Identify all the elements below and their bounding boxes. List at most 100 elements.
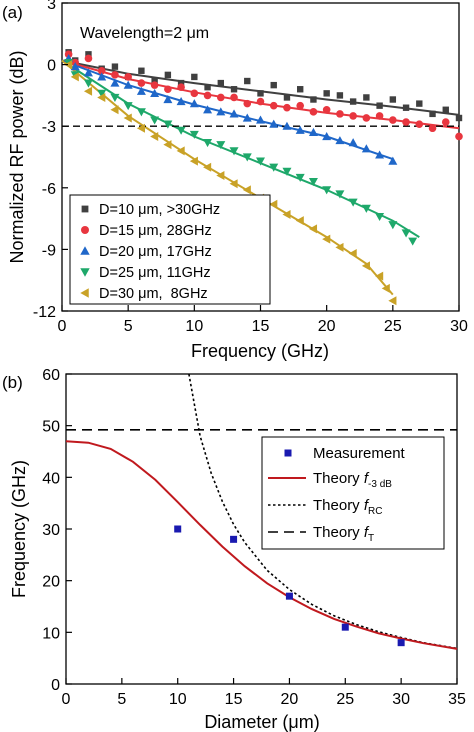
data-point-series-1 <box>375 112 384 120</box>
x-tick-label: 25 <box>384 318 402 335</box>
legend-entry-d25: D=25 μm, 11GHz <box>99 265 211 281</box>
data-point-series-3 <box>282 167 292 176</box>
legend-theory-frc-main: Theory <box>313 497 364 514</box>
data-point-series-4 <box>361 261 370 271</box>
data-point-series-1 <box>389 116 397 124</box>
data-point-series-1 <box>322 105 331 114</box>
data-point-series-4 <box>375 271 384 281</box>
data-point-series-4 <box>203 162 212 172</box>
data-point-series-1 <box>111 71 119 79</box>
legend-entry-d20: D=20 μm, 17GHz <box>99 244 212 260</box>
x-tick-label: 35 <box>448 691 466 708</box>
data-point-series-2 <box>136 86 146 95</box>
legend-entry-d30: D=30 μm, 8GHz <box>99 286 208 302</box>
panel-a-legend-box <box>69 194 271 305</box>
data-point-series-0 <box>151 77 158 85</box>
data-point-series-1 <box>97 66 106 75</box>
x-tick-label: 0 <box>62 691 71 708</box>
fit-line-series-0 <box>61 59 460 116</box>
panel-a-x-ticks: 0 5 10 15 20 25 30 <box>58 305 468 335</box>
data-point-series-0 <box>363 94 370 101</box>
data-point-series-4 <box>97 92 106 102</box>
data-point-series-2 <box>83 68 93 77</box>
data-point-series-4 <box>83 86 93 96</box>
data-point-series-3 <box>242 153 252 162</box>
data-point-series-3 <box>136 108 146 117</box>
theory-f3db-curve <box>65 440 458 650</box>
data-point-series-0 <box>376 102 383 109</box>
panel-b-legend-box <box>261 436 445 550</box>
data-point-series-3 <box>123 102 133 111</box>
data-point-series-3 <box>97 89 107 98</box>
data-point-series-1 <box>269 101 278 110</box>
data-point-series-4 <box>381 283 390 293</box>
legend-entry-theory-ft: Theory fT <box>313 524 374 544</box>
legend-marker-series-4 <box>80 288 89 298</box>
data-point-series-3 <box>83 79 93 88</box>
data-point-series-4 <box>216 170 225 180</box>
panel-b-y-ticks: 0 10 20 30 40 50 60 <box>42 367 72 694</box>
panel-b-measurement-points <box>174 525 405 647</box>
data-point-series-4 <box>64 60 73 70</box>
data-point-series-0 <box>217 79 224 87</box>
data-point-series-1 <box>150 81 159 89</box>
y-tick-label: 0 <box>51 677 60 694</box>
panel-a-data-points <box>64 49 463 306</box>
data-point-series-1 <box>124 73 132 81</box>
panel-a-x-axis-label: Frequency (GHz) <box>191 341 329 361</box>
data-point-series-1 <box>309 108 318 116</box>
legend-theory-ft-main: Theory <box>313 524 364 541</box>
y-tick-label: -3 <box>42 119 56 136</box>
data-point-series-0 <box>336 92 344 99</box>
data-point-series-1 <box>296 101 305 110</box>
legend-marker-measurement <box>284 449 292 457</box>
data-point-series-4 <box>348 249 357 259</box>
data-point-series-0 <box>455 114 463 122</box>
panel-b-legend-markers <box>268 449 306 533</box>
data-point-series-2 <box>242 113 252 122</box>
x-tick-label: 10 <box>169 691 187 708</box>
x-tick-label: 0 <box>58 318 67 335</box>
data-point-series-0 <box>283 94 291 101</box>
panel-a-y-axis-label: Normalized RF power (dB) <box>7 50 27 263</box>
x-tick-label: 5 <box>117 691 126 708</box>
data-point-series-1 <box>203 91 212 100</box>
data-point-series-2 <box>256 115 265 124</box>
data-point-series-4 <box>123 113 132 123</box>
data-point-series-4 <box>163 140 172 150</box>
data-point-series-1 <box>362 114 371 122</box>
data-point-series-1 <box>455 132 463 141</box>
data-point-series-3 <box>203 139 213 148</box>
data-point-series-3 <box>361 204 371 213</box>
data-point-series-2 <box>150 88 160 97</box>
data-point-series-2 <box>163 95 173 104</box>
data-point-series-2 <box>335 136 345 145</box>
data-point-series-0 <box>323 90 330 97</box>
data-point-series-3 <box>216 141 226 150</box>
data-point-series-2 <box>203 105 213 114</box>
data-point-series-1 <box>217 93 225 102</box>
data-point-series-3 <box>308 178 318 187</box>
panel-b-y-axis-label: Frequency (GHz) <box>9 460 29 598</box>
data-point-series-3 <box>401 229 411 238</box>
legend-entry-d15: D=15 μm, 28GHz <box>99 223 212 239</box>
data-point-series-1 <box>441 118 450 126</box>
data-point-series-3 <box>150 116 160 125</box>
panel-b-x-axis-label: Diameter (μm) <box>204 712 319 732</box>
data-point-series-3 <box>388 221 398 230</box>
data-point-series-4 <box>176 146 185 156</box>
data-point-series-0 <box>429 110 436 118</box>
data-point-series-0 <box>402 104 410 111</box>
data-point-series-2 <box>229 109 239 118</box>
panel-b-x-ticks: 0 5 10 15 20 25 30 35 <box>62 678 466 708</box>
data-point-series-4 <box>70 72 79 82</box>
data-point-series-4 <box>335 242 344 252</box>
data-point-series-0 <box>416 100 423 107</box>
legend-theory-f3db-f: f <box>364 470 370 487</box>
data-point-series-1 <box>336 110 344 118</box>
x-tick-label: 25 <box>336 691 354 708</box>
data-point-series-4 <box>189 156 198 166</box>
x-tick-label: 30 <box>392 691 410 708</box>
legend-theory-frc-sub: RC <box>368 506 382 517</box>
